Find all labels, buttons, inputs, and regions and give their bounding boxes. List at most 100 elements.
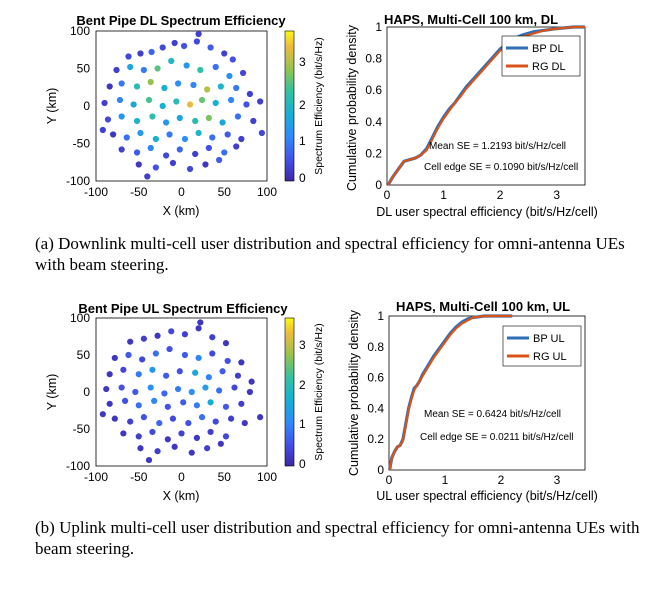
ul-colorbar-ticks: 3 2 1 0 <box>299 338 306 471</box>
user-point <box>164 436 171 443</box>
ul-cdf-lines <box>388 314 513 471</box>
user-point <box>163 152 170 159</box>
user-point <box>118 146 125 153</box>
user-point <box>120 430 127 437</box>
legend-entry: BP DL <box>532 43 564 55</box>
user-point <box>152 164 159 171</box>
y-tick-label: 0.2 <box>367 432 384 446</box>
user-point <box>137 50 144 57</box>
user-point <box>148 48 155 56</box>
user-point <box>111 415 118 422</box>
user-point <box>181 135 189 143</box>
user-point <box>217 440 224 447</box>
user-point <box>140 66 147 74</box>
user-point <box>168 328 175 335</box>
user-point <box>233 143 240 150</box>
user-point <box>209 334 216 341</box>
user-point <box>151 397 158 404</box>
colorbar-tick-label: 2 <box>299 378 306 392</box>
colorbar-tick-label: 0 <box>299 171 306 185</box>
legend-entry: RG DL <box>532 61 566 73</box>
ul-scatter-plot: Bent Pipe UL Spectrum Efficiency -100 -5… <box>45 301 325 503</box>
user-point <box>229 56 236 63</box>
y-tick-label: 1 <box>375 20 382 34</box>
colorbar-tick-label: 1 <box>299 134 306 148</box>
cdf-series-rg-ul <box>388 314 513 471</box>
y-tick-label: 0.8 <box>367 340 384 354</box>
dl-cdf-title: HAPS, Multi-Cell 100 km, DL <box>384 12 558 27</box>
ul-colorbar <box>284 317 295 467</box>
user-point <box>212 63 219 71</box>
user-point <box>120 366 127 373</box>
user-point <box>233 84 240 92</box>
y-tick-label: 100 <box>70 24 90 38</box>
user-point <box>127 338 134 345</box>
user-point <box>195 30 202 38</box>
ul-cdf-y-ticks: 0 0.2 0.4 0.6 0.8 1 <box>367 309 384 477</box>
user-point <box>202 384 209 391</box>
user-point <box>145 456 153 464</box>
user-point <box>216 156 223 164</box>
ul-cdf-y-label: Cumulative probability density <box>347 309 361 476</box>
user-point <box>221 50 228 57</box>
legend-entry: RG UL <box>533 351 567 363</box>
user-point <box>174 80 182 87</box>
x-tick-label: 0 <box>178 470 185 484</box>
user-point <box>118 384 125 391</box>
dl-scatter-x-label: X (km) <box>163 204 200 218</box>
dl-scatter-title: Bent Pipe DL Spectrum Efficiency <box>76 13 286 28</box>
y-tick-label: 0 <box>375 178 382 192</box>
user-point <box>221 149 228 156</box>
dl-cdf-legend: BP DL RG DL <box>501 35 581 77</box>
dl-cdf-x-label: DL user spectral efficiency (bit/s/Hz/ce… <box>376 205 598 219</box>
y-tick-label: 50 <box>77 62 91 76</box>
user-point <box>178 430 185 437</box>
user-point <box>192 369 199 376</box>
dl-colorbar-ticks: 3 2 1 0 <box>299 55 306 185</box>
user-point <box>212 418 219 425</box>
dl-scatter-y-ticks: 100 50 0 -50 -100 <box>66 24 90 188</box>
user-point <box>224 131 231 138</box>
user-point <box>185 419 192 427</box>
user-point <box>257 98 264 105</box>
y-tick-label: 1 <box>377 309 384 323</box>
user-point <box>149 113 156 120</box>
user-point <box>166 131 173 138</box>
user-point <box>222 340 230 347</box>
x-tick-label: 0 <box>178 185 185 199</box>
user-point <box>169 415 177 422</box>
user-point <box>250 117 257 125</box>
y-tick-label: 0.8 <box>365 52 382 66</box>
user-point <box>212 99 219 107</box>
user-point <box>195 325 202 332</box>
y-tick-label: 0 <box>377 463 384 477</box>
dl-cell-edge-annotation: Cell edge SE = 0.1090 bit/s/Hz/cell <box>424 162 578 173</box>
user-point <box>195 354 202 362</box>
colorbar-tick-label: 0 <box>299 457 306 471</box>
user-point <box>154 65 161 72</box>
user-point <box>174 385 182 393</box>
user-point <box>219 119 226 126</box>
user-point <box>222 403 230 410</box>
user-point <box>248 378 255 385</box>
user-point <box>140 414 147 421</box>
user-point <box>159 102 166 110</box>
legend-box <box>501 35 581 77</box>
y-tick-label: 0.6 <box>365 83 382 97</box>
user-point <box>127 63 134 71</box>
user-point <box>106 400 113 407</box>
user-point <box>144 173 151 180</box>
ul-scatter-points <box>99 319 264 464</box>
x-tick-label: 2 <box>498 473 505 487</box>
user-point <box>239 69 247 77</box>
user-point <box>101 99 108 107</box>
user-point <box>198 96 206 104</box>
user-point <box>222 433 230 440</box>
dl-scatter-plot: Bent Pipe DL Spectrum Efficiency -100 -5… <box>45 13 325 218</box>
user-point <box>130 101 137 108</box>
user-point <box>207 428 214 436</box>
legend-entry: BP UL <box>533 333 565 345</box>
figure-caption-b: (b) Uplink multi-cell user distribution … <box>35 518 640 558</box>
dl-scatter-axes-box <box>95 30 268 182</box>
user-point <box>243 101 250 108</box>
